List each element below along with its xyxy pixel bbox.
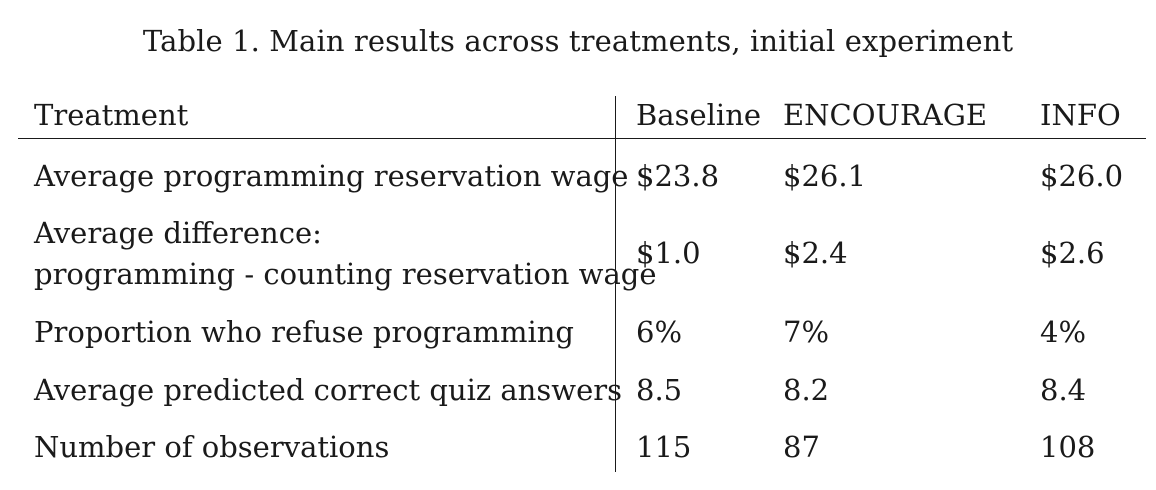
row-label-average-difference-line2: programming - counting reservation wage xyxy=(34,257,657,291)
header-baseline: Baseline xyxy=(636,98,762,132)
table-caption: Table 1. Main results across treatments,… xyxy=(142,24,1014,58)
table-cell: $26.0 xyxy=(1040,159,1124,193)
table-cell: 6% xyxy=(636,315,683,349)
table-cell: 7% xyxy=(783,315,830,349)
table-cell: $2.6 xyxy=(1040,236,1105,270)
row-label-predicted-quiz-answers: Average predicted correct quiz answers xyxy=(34,373,622,407)
header-treatment-label: Treatment xyxy=(34,98,189,132)
header-info: INFO xyxy=(1040,98,1121,132)
table-cell: 4% xyxy=(1040,315,1087,349)
table-cell: 115 xyxy=(636,430,692,464)
table-cell: 87 xyxy=(783,430,820,464)
table-cell: $2.4 xyxy=(783,236,848,270)
row-label-programming-wage: Average programming reservation wage xyxy=(34,159,629,193)
table-cell: $1.0 xyxy=(636,236,701,270)
row-label-average-difference: Average difference: xyxy=(34,216,322,250)
header-encourage: ENCOURAGE xyxy=(783,98,988,132)
row-label-observations: Number of observations xyxy=(34,430,390,464)
table-cell: $26.1 xyxy=(783,159,867,193)
table-cell: 8.4 xyxy=(1040,373,1087,407)
table-cell: 108 xyxy=(1040,430,1096,464)
results-table: Treatment Baseline ENCOURAGE INFO Averag… xyxy=(18,96,1146,472)
column-divider xyxy=(615,96,616,472)
table-cell: 8.5 xyxy=(636,373,683,407)
row-label-refuse-programming: Proportion who refuse programming xyxy=(34,315,574,349)
header-rule xyxy=(18,138,1146,139)
table-cell: $23.8 xyxy=(636,159,720,193)
table-cell: 8.2 xyxy=(783,373,830,407)
